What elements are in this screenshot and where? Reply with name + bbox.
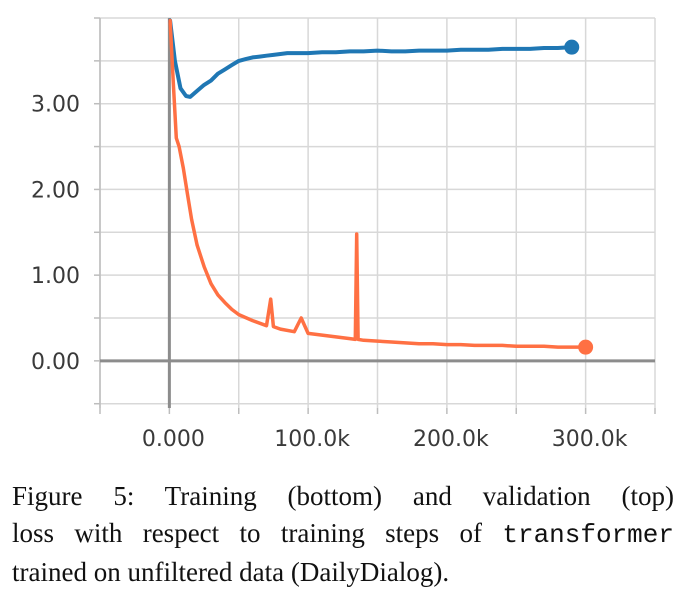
x-tick-label: 0.000 bbox=[142, 427, 205, 452]
caption-line-1: Figure 5: Training (bottom) and validati… bbox=[12, 481, 674, 511]
caption-line-2: loss with respect to training steps of t… bbox=[12, 515, 674, 554]
x-ticks: 0.000 100.0k 200.0k 300.0k bbox=[142, 427, 628, 452]
axes bbox=[99, 18, 655, 408]
chart-area: 0.00 1.00 2.00 3.00 0.000 100.0k 200.0k 300.0k bbox=[31, 17, 656, 452]
training-line bbox=[168, 18, 588, 349]
y-tick-label: 0.00 bbox=[31, 350, 80, 375]
x-tick-label: 300.0k bbox=[552, 427, 628, 452]
training-endpoint bbox=[578, 339, 594, 355]
series bbox=[168, 18, 594, 355]
figure-caption: Figure 5: Training (bottom) and validati… bbox=[12, 478, 674, 591]
caption-line-2-text: loss with respect to training steps of bbox=[12, 518, 503, 548]
y-tick-label: 1.00 bbox=[31, 264, 80, 289]
x-tick-label: 100.0k bbox=[274, 427, 350, 452]
validation-endpoint bbox=[564, 39, 580, 55]
y-tick-label: 2.00 bbox=[31, 178, 80, 203]
y-tick-label: 3.00 bbox=[31, 93, 80, 118]
grid bbox=[94, 17, 656, 414]
validation-line bbox=[168, 18, 574, 99]
loss-chart: 0.00 1.00 2.00 3.00 0.000 100.0k 200.0k 300.0k bbox=[31, 17, 656, 452]
caption-line-3: trained on unfiltered data (DailyDialog)… bbox=[12, 557, 450, 587]
y-ticks: 0.00 1.00 2.00 3.00 bbox=[31, 93, 80, 375]
caption-code-term: transformer bbox=[502, 520, 674, 550]
x-tick-label: 200.0k bbox=[413, 427, 489, 452]
